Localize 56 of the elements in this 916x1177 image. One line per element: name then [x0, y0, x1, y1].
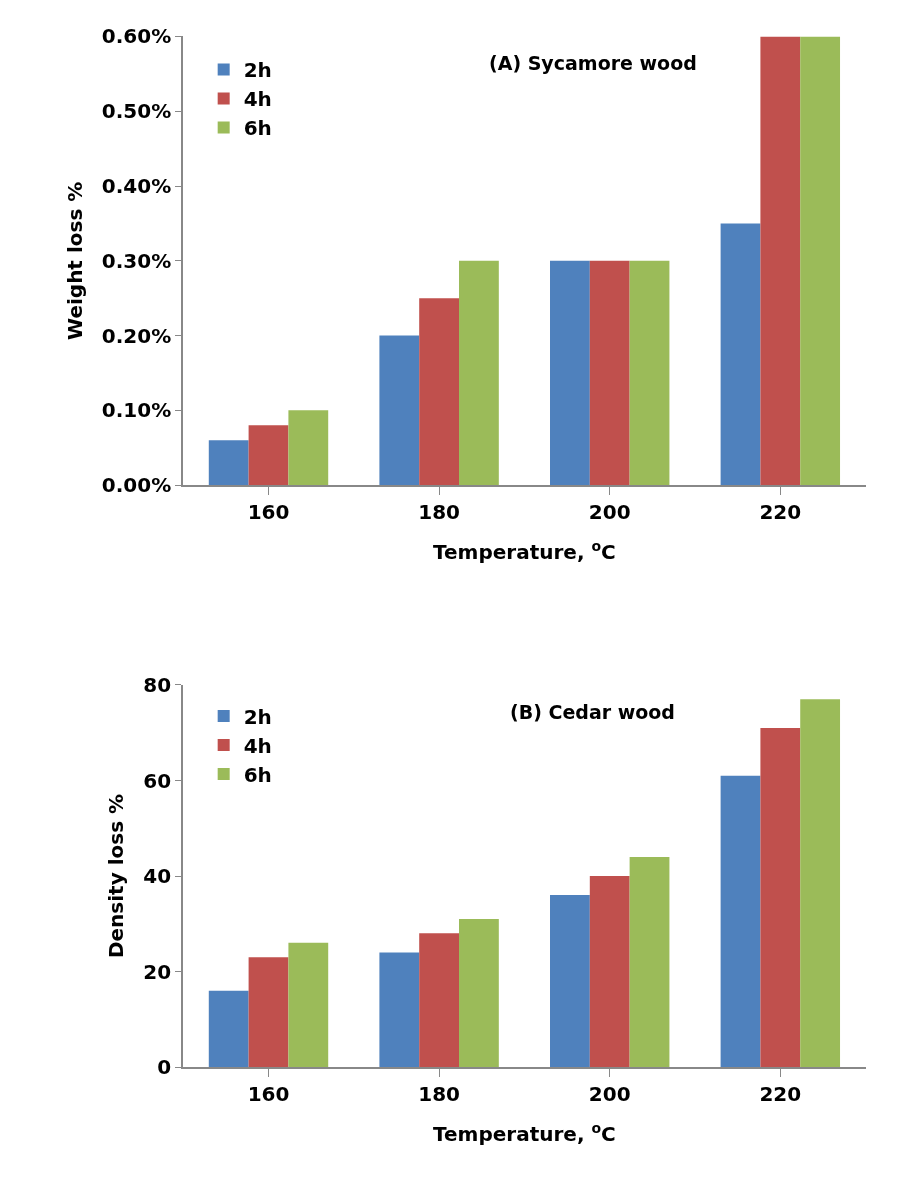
x-tick-label: 180	[418, 1082, 460, 1107]
legend-label: 6h	[243, 762, 272, 787]
bar	[589, 876, 630, 1068]
bar	[288, 942, 329, 1068]
bar	[459, 260, 499, 486]
y-axis-title: Density loss %	[104, 793, 129, 959]
bar	[459, 918, 499, 1068]
bar	[589, 260, 630, 486]
legend-label: 2h	[243, 704, 272, 729]
bar	[629, 260, 670, 486]
y-tick-label: 80	[143, 672, 172, 697]
bar	[379, 952, 420, 1068]
bar	[419, 933, 460, 1068]
y-tick-label: 0	[157, 1055, 172, 1080]
x-tick-label: 220	[759, 500, 802, 525]
text: (A) Sycamore wood	[489, 52, 697, 74]
legend-label: 4h	[243, 733, 272, 758]
y-tick-label: 40	[143, 864, 172, 889]
bar	[550, 260, 590, 486]
y-tick-label: 0.10%	[101, 398, 172, 423]
bar	[208, 440, 249, 486]
y-tick-label: 0.00%	[101, 473, 172, 498]
x-tick-label: 200	[588, 500, 631, 525]
y-tick-label: 0.40%	[101, 174, 172, 199]
legend-label: 6h	[243, 116, 272, 141]
y-axis-title: Weight loss %	[62, 181, 87, 340]
bar	[419, 298, 460, 486]
y-tick-label: 60	[143, 768, 172, 793]
bar	[760, 727, 801, 1068]
bar	[800, 699, 841, 1068]
bar	[760, 36, 801, 486]
x-tick-label: 160	[247, 1082, 290, 1107]
x-tick-label: 180	[418, 500, 460, 525]
y-tick-label: 20	[143, 959, 172, 984]
bar	[379, 335, 420, 486]
bar	[550, 895, 590, 1068]
x-axis-title: Temperature, $^{o}$C	[433, 1119, 616, 1147]
x-tick-label: 160	[247, 500, 290, 525]
text: (B) Cedar wood	[510, 701, 675, 723]
y-tick-label: 0.50%	[101, 99, 172, 124]
y-tick-label: 0.20%	[101, 323, 172, 348]
bar	[629, 856, 670, 1068]
bar	[208, 990, 249, 1068]
y-tick-label: 0.60%	[101, 24, 172, 49]
bar	[720, 775, 761, 1068]
x-axis-title: Temperature, $^{o}$C	[433, 537, 616, 565]
legend-label: 2h	[243, 58, 272, 83]
bar	[800, 36, 841, 486]
y-tick-label: 0.30%	[101, 248, 172, 273]
bar	[248, 425, 289, 486]
bar	[720, 223, 761, 486]
legend-label: 4h	[243, 87, 272, 112]
x-tick-label: 220	[759, 1082, 802, 1107]
bar	[248, 957, 289, 1068]
bar	[288, 410, 329, 486]
x-tick-label: 200	[588, 1082, 631, 1107]
